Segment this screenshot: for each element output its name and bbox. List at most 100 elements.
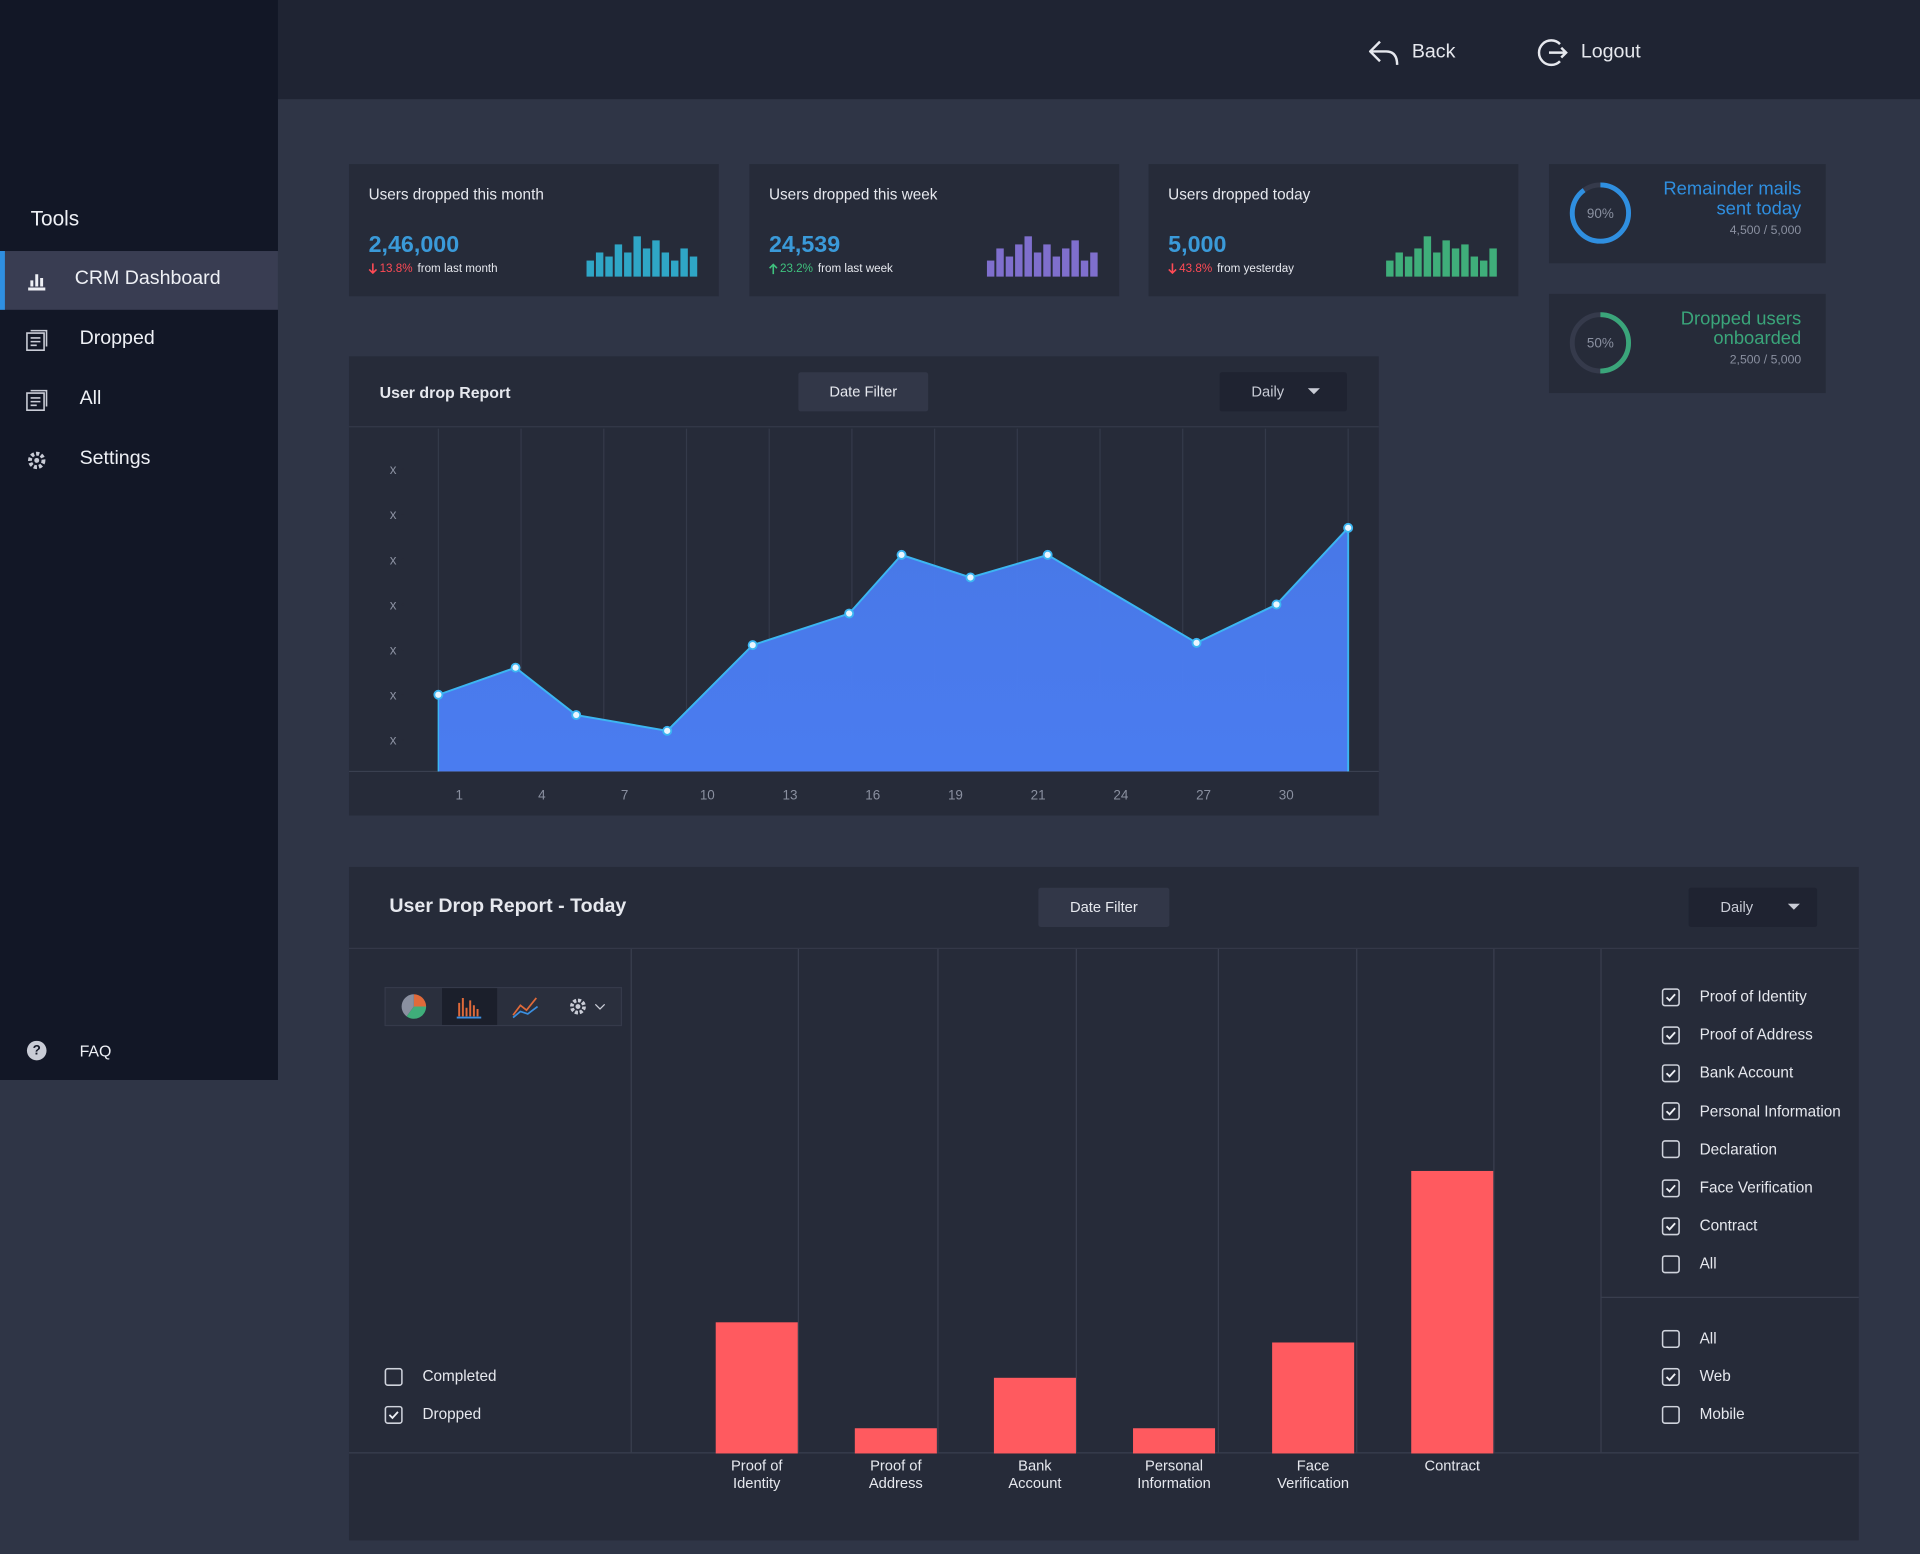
- period-label: Daily: [1720, 898, 1754, 916]
- spark-bar: [1489, 248, 1497, 277]
- line-view[interactable]: [497, 988, 553, 1025]
- checkmark: [1665, 1031, 1676, 1040]
- checkbox: [1661, 1025, 1680, 1044]
- checkmark: [1665, 1222, 1676, 1231]
- spark-bar: [614, 244, 623, 277]
- sidebar-item[interactable]: Settings: [0, 431, 278, 490]
- sidebar-icon: [26, 389, 48, 412]
- progress-ring: 50%: [1569, 312, 1632, 374]
- sidebar-section: Tools: [30, 206, 80, 231]
- x-tick-label: Personal Information: [1137, 1457, 1211, 1492]
- checkmark: [1665, 1372, 1676, 1381]
- x-tick-label: Contract: [1424, 1457, 1481, 1475]
- x-tick-label: Proof of Address: [868, 1457, 923, 1492]
- ring-label: 50%: [1587, 336, 1614, 351]
- spark-bar: [1033, 252, 1042, 277]
- checkmark: [1665, 1184, 1676, 1193]
- divider: [348, 1452, 1859, 1454]
- line-icon: [512, 997, 538, 1019]
- period-label: Daily: [1251, 383, 1285, 401]
- checkbox-box: [1661, 987, 1680, 1006]
- checkbox: [1661, 1405, 1680, 1424]
- sidebar-item[interactable]: Dropped: [0, 311, 278, 370]
- checkmark: [1665, 1069, 1676, 1078]
- checkbox-row[interactable]: Contract: [1661, 1216, 1757, 1236]
- checkbox-row[interactable]: Bank Account: [1661, 1063, 1793, 1083]
- checkbox-row[interactable]: Personal Information: [1661, 1102, 1841, 1122]
- checkbox: [384, 1367, 403, 1386]
- icon-shape: [26, 329, 48, 352]
- spark-bar: [1423, 236, 1432, 277]
- checkbox-row[interactable]: Mobile: [1661, 1404, 1745, 1424]
- checkbox-row[interactable]: Web: [1661, 1367, 1731, 1387]
- progress-title: Remainder mails sent today: [1663, 178, 1802, 220]
- stat-change: 13.8% from last month: [368, 262, 498, 276]
- checkbox-row[interactable]: Dropped: [384, 1404, 481, 1424]
- checkbox-row[interactable]: Face Verification: [1661, 1178, 1813, 1198]
- checkbox-box: [1661, 1025, 1680, 1044]
- spark-bar: [1062, 248, 1070, 277]
- date-filter[interactable]: Date Filter: [1038, 887, 1170, 927]
- icon-shape: [34, 457, 40, 463]
- checkbox-row[interactable]: Completed: [384, 1367, 496, 1387]
- active-indicator: [0, 251, 5, 310]
- spark-bar: [1404, 256, 1413, 277]
- spark-bar: [1470, 256, 1479, 277]
- checkbox-row[interactable]: Declaration: [1661, 1140, 1778, 1160]
- checkbox-label: Mobile: [1699, 1405, 1745, 1423]
- sidebar-item[interactable]: CRM Dashboard: [0, 251, 278, 310]
- checkbox-row[interactable]: Proof of Identity: [1661, 987, 1807, 1007]
- checkbox-label: All: [1699, 1329, 1717, 1347]
- period-dropdown[interactable]: Daily: [1688, 887, 1818, 927]
- caret: [595, 1003, 606, 1010]
- spark-bar: [1024, 236, 1032, 277]
- back-button[interactable]: Back: [1367, 34, 1455, 71]
- bar-view[interactable]: [441, 988, 498, 1025]
- trend-arrow: [1168, 263, 1177, 275]
- checkbox-label: Declaration: [1699, 1140, 1778, 1159]
- bar-panel: User Drop Report - Today Date Filter Dai…: [348, 866, 1859, 1541]
- stat-change: 43.8% from yesterday: [1168, 262, 1294, 276]
- sidebar-label: Dropped: [79, 328, 155, 349]
- sidebar-icon: [28, 451, 46, 470]
- stat-change-value: 43.8%: [1179, 262, 1213, 276]
- stat-change-value: 23.2%: [780, 262, 813, 276]
- checkbox: [1661, 1102, 1680, 1121]
- progress-card: 50% Dropped users onboarded 2,500 / 5,000: [1548, 293, 1826, 394]
- faq-link[interactable]: FAQ: [79, 1042, 112, 1061]
- logout-label: Logout: [1580, 41, 1641, 63]
- spark-bar: [1442, 240, 1450, 277]
- bar-icon: [457, 997, 482, 1019]
- spark-bar: [1080, 260, 1089, 277]
- checkbox-label: Web: [1699, 1367, 1731, 1385]
- period-dropdown[interactable]: Daily: [1219, 372, 1347, 412]
- checkmark: [1665, 993, 1676, 1002]
- trend-arrow: [769, 263, 778, 275]
- arrow-shape: [769, 263, 778, 275]
- settings-view[interactable]: [553, 988, 621, 1025]
- divider: [348, 947, 1859, 949]
- spark-bar: [1433, 252, 1441, 277]
- progress-card: 90% Remainder mails sent today 4,500 / 5,0…: [1548, 164, 1826, 264]
- checkbox-row[interactable]: All: [1661, 1329, 1717, 1349]
- spark-bar: [996, 248, 1004, 277]
- stat-change-value: 13.8%: [379, 262, 413, 276]
- spark-bar: [605, 256, 613, 277]
- spark-bar: [633, 236, 641, 277]
- stat-value: 2,46,000: [368, 232, 460, 259]
- divider: [348, 426, 1379, 428]
- sparkline: [1386, 236, 1497, 277]
- checkbox-box: [384, 1405, 403, 1424]
- sidebar-item[interactable]: All: [0, 371, 278, 430]
- logout-button[interactable]: Logout: [1537, 34, 1641, 71]
- date-filter[interactable]: Date Filter: [798, 372, 929, 412]
- checkbox-row[interactable]: Proof of Address: [1661, 1025, 1813, 1045]
- pie-view[interactable]: [386, 988, 442, 1025]
- spark-bar: [642, 248, 651, 277]
- checkbox-row[interactable]: All: [1661, 1254, 1717, 1274]
- spark-bar: [689, 256, 698, 277]
- spark-bar: [624, 252, 632, 277]
- back-icon: [1368, 40, 1399, 65]
- sidebar: Tools ? FAQ CRM Dashboard Dropped All Setti…: [0, 0, 278, 1081]
